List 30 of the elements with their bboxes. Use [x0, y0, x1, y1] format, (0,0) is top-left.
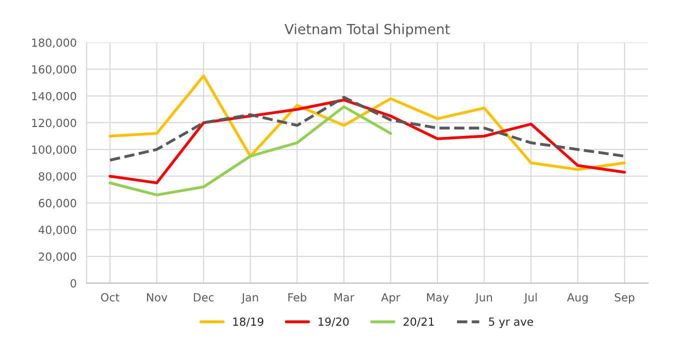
line-series — [108, 96, 626, 162]
x-tick-label: Oct — [101, 293, 120, 302]
line-series — [108, 105, 392, 196]
y-tick-label: 20,000 — [38, 252, 76, 262]
legend-label: 18/19 — [233, 317, 264, 327]
x-tick-label: Mar — [334, 293, 354, 302]
x-tick-label: Jun — [474, 293, 492, 304]
y-tick-label: 100,000 — [32, 145, 76, 155]
legend-label: 19/20 — [318, 317, 349, 327]
line-series — [108, 74, 626, 171]
x-tick-label: May — [427, 293, 449, 304]
x-tick-label: Apr — [381, 293, 400, 304]
x-tick-label: Jul — [524, 292, 537, 304]
x-tick-label: Aug — [567, 293, 588, 304]
x-tick-label: Jan — [241, 293, 258, 304]
y-tick-label: 80,000 — [38, 172, 76, 182]
y-tick-label: 180,000 — [32, 38, 76, 48]
x-tick-label: Sep — [614, 293, 634, 304]
y-tick-label: 0 — [70, 279, 76, 288]
legend-label: 5 yr ave — [488, 318, 534, 328]
y-tick-label: 120,000 — [32, 118, 76, 128]
x-tick-label: Nov — [147, 293, 168, 302]
x-tick-label: Dec — [194, 293, 214, 302]
legend-label: 20/21 — [404, 317, 434, 327]
y-tick-label: 60,000 — [38, 198, 76, 208]
x-tick-label: Feb — [288, 292, 306, 302]
y-tick-label: 140,000 — [32, 92, 76, 102]
y-tick-label: 160,000 — [32, 65, 76, 75]
chart-title: Vietnam Total Shipment — [284, 24, 450, 38]
y-tick-label: 40,000 — [38, 226, 76, 236]
